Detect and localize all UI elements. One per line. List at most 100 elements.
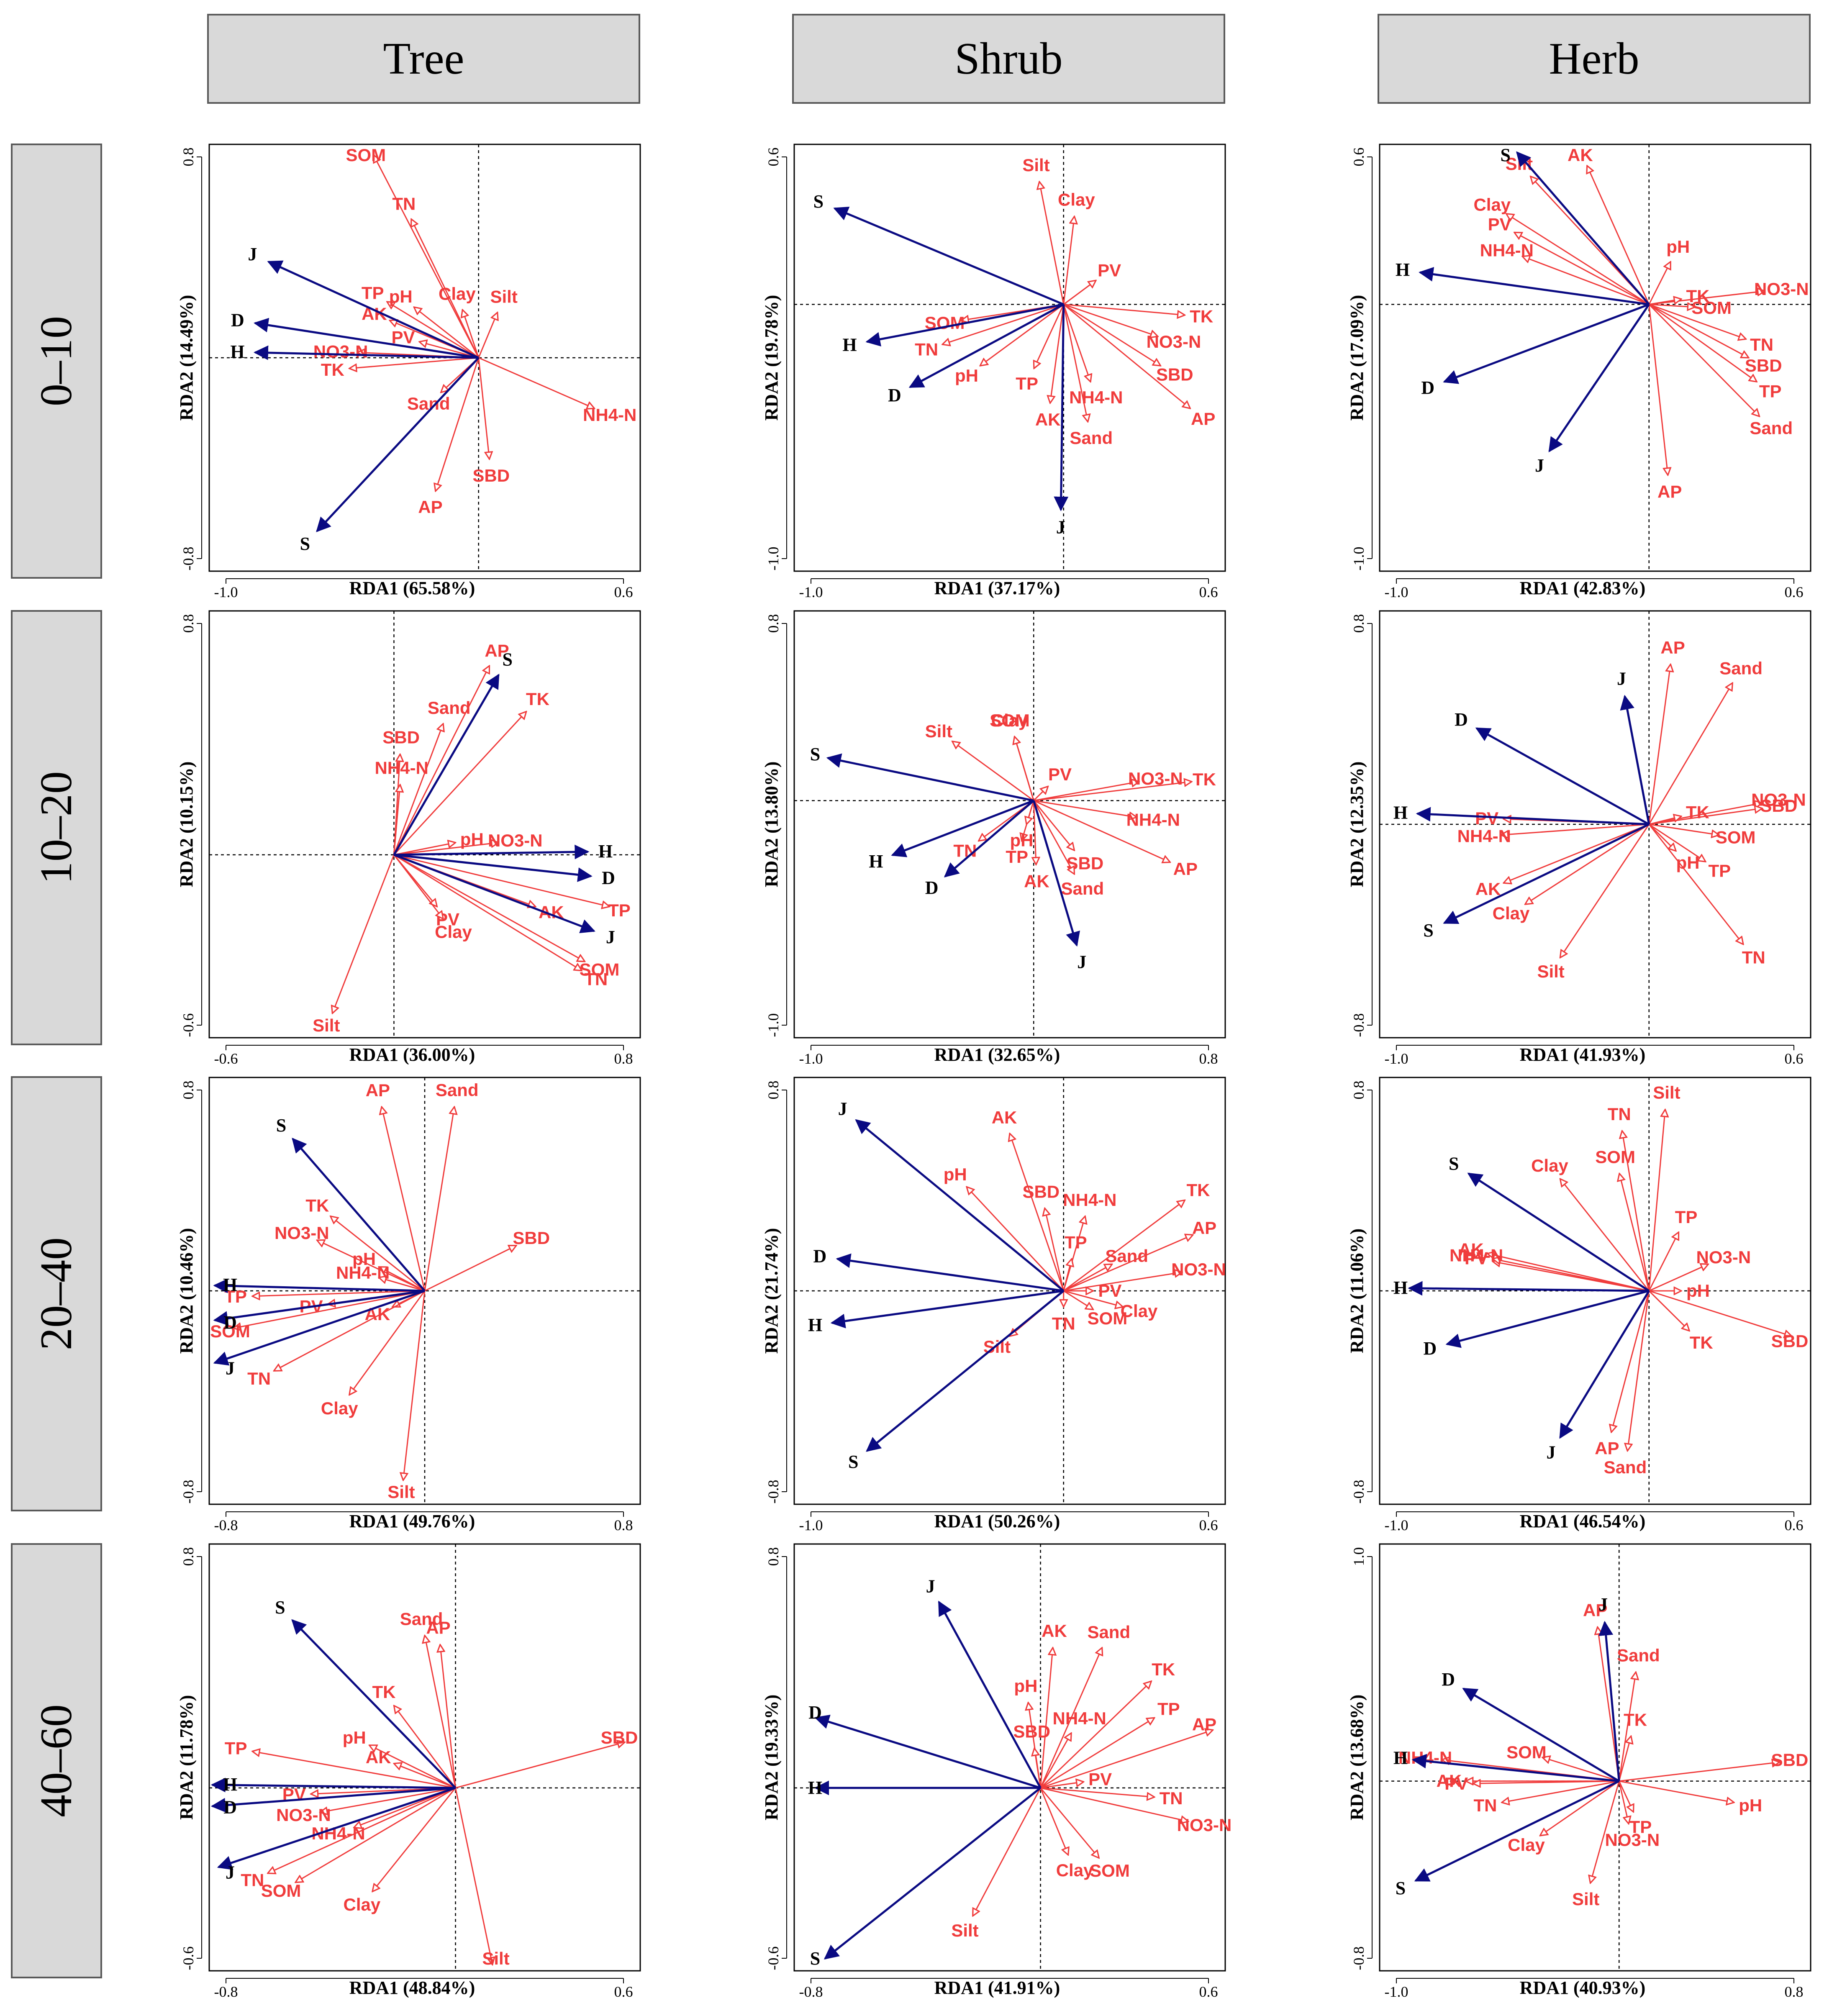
species-arrow-j <box>1032 800 1080 947</box>
env-label-sbd: SBD <box>1156 365 1193 385</box>
species-label-j: J <box>838 1098 847 1119</box>
x-tick-label-max: 0.6 <box>1199 584 1218 600</box>
env-label-ph: pH <box>1666 237 1690 256</box>
plot-frame <box>208 610 641 1039</box>
env-label-ak: AK <box>1568 145 1593 165</box>
env-arrow-clay <box>1063 216 1075 305</box>
env-label-pv: PV <box>1465 1248 1488 1268</box>
env-arrow-no3-n <box>1618 1781 1629 1824</box>
env-arrow-silt <box>332 854 395 1013</box>
env-label-ap: AP <box>485 641 509 660</box>
species-label-j: J <box>226 1862 235 1883</box>
env-arrow-tk <box>1618 1736 1631 1782</box>
env-label-sand: Sand <box>436 1080 479 1100</box>
species-arrow-d <box>944 800 1034 877</box>
env-arrow-sand <box>1033 800 1074 874</box>
y-tick-label-min: -0.8 <box>1350 1480 1367 1504</box>
species-arrow-h <box>213 1278 425 1293</box>
env-label-sbd: SBD <box>601 1728 638 1747</box>
env-label-clay: Clay <box>1056 1860 1093 1880</box>
species-label-j: J <box>1077 952 1086 972</box>
species-arrow-h <box>1411 1754 1619 1783</box>
env-label-silt: Silt <box>482 1949 509 1968</box>
env-arrow-ph <box>414 307 479 359</box>
species-label-h: H <box>1393 1277 1408 1298</box>
env-arrow-sand <box>1648 304 1760 417</box>
x-tick-label-min: -1.0 <box>799 1517 823 1534</box>
species-arrow-s <box>1467 1172 1650 1292</box>
env-label-silt: Silt <box>1572 1889 1599 1909</box>
env-arrow-ap <box>393 666 489 855</box>
env-label-ap: AP <box>1595 1439 1619 1458</box>
species-label-d: D <box>231 310 244 331</box>
x-tick-label-min: -1.0 <box>1385 1050 1409 1067</box>
env-label-nh4-n: NH4-N <box>1063 1190 1116 1210</box>
env-arrow-pv <box>1473 1781 1619 1784</box>
env-arrow-silt <box>1560 824 1650 958</box>
y-axis-title: RDA2 (11.06%) <box>1347 1229 1367 1353</box>
env-label-ap: AP <box>1191 409 1215 429</box>
env-label-tk: TK <box>372 1682 395 1702</box>
species-arrow-s <box>291 1619 457 1789</box>
env-label-tp: TP <box>1157 1699 1180 1718</box>
env-label-ph: pH <box>955 366 978 385</box>
env-arrow-sand <box>1648 683 1733 825</box>
species-arrow-j <box>1054 304 1069 511</box>
y-axis-title: RDA2 (13.68%) <box>1347 1695 1367 1821</box>
env-arrow-tk <box>1649 299 1681 305</box>
x-tick-label-min: -1.0 <box>1385 584 1409 600</box>
y-tick-label-max: 0.8 <box>765 1081 782 1100</box>
env-label-silt: Silt <box>490 287 517 307</box>
env-label-som: SOM <box>1506 1742 1547 1762</box>
env-label-sand: Sand <box>1719 659 1763 678</box>
env-label-nh4-n: NH4-N <box>375 758 428 777</box>
y-tick-label-max: 1.0 <box>1350 1547 1367 1566</box>
env-label-ph: pH <box>1010 830 1033 850</box>
env-arrow-silt <box>1039 182 1065 305</box>
plot-frame <box>793 1543 1226 1972</box>
env-arrow-tk <box>1063 304 1185 315</box>
env-arrow-silt <box>478 313 498 358</box>
env-label-tp: TP <box>1065 1233 1087 1252</box>
env-label-som: SOM <box>580 959 620 979</box>
y-axis-title: RDA2 (17.09%) <box>1347 295 1367 421</box>
env-label-tk: TK <box>1190 307 1213 326</box>
env-label-sbd: SBD <box>382 728 420 747</box>
env-arrow-ph <box>1648 823 1676 851</box>
y-axis-title: RDA2 (12.35%) <box>1347 762 1367 887</box>
env-arrow-tn <box>942 304 1064 345</box>
env-label-sbd: SBD <box>472 466 510 485</box>
species-arrow-h <box>830 1290 1064 1329</box>
env-arrow-nh4-n <box>1493 1259 1650 1292</box>
env-label-tk: TK <box>1690 1333 1713 1352</box>
env-arrow-ap <box>440 1644 457 1788</box>
env-arrow-ak <box>1587 166 1650 305</box>
species-arrow-d <box>1462 1688 1620 1782</box>
x-tick-label-max: 0.8 <box>1199 1050 1218 1067</box>
species-arrow-j <box>1559 1290 1650 1439</box>
x-tick-label-max: 0.8 <box>614 1050 633 1067</box>
env-arrow-tk <box>1040 1681 1152 1788</box>
env-arrow-tn <box>411 219 480 358</box>
env-arrow-silt <box>973 1788 1041 1916</box>
env-arrow-som <box>295 1787 456 1883</box>
species-arrow-d <box>814 1714 1041 1789</box>
x-tick-label-min: -0.8 <box>214 1983 238 2000</box>
x-axis-title: RDA1 (48.84%) <box>349 1978 475 1998</box>
x-tick-label-min: -0.8 <box>214 1517 238 1534</box>
env-arrow-sand <box>1063 304 1088 422</box>
env-arrow-ak <box>1010 1134 1065 1291</box>
env-label-no3-n: NO3-N <box>1171 1259 1226 1279</box>
env-arrow-clay <box>1063 1290 1123 1307</box>
env-arrow-tk <box>1649 816 1681 825</box>
species-label-j: J <box>926 1576 935 1597</box>
env-label-ak: AK <box>366 1747 391 1767</box>
env-label-clay: Clay <box>1493 903 1530 923</box>
rda-biplot-tree-40-60: -0.8 0.6 RDA1 (48.84%) 0.8 -0.6 RDA2 (11.78%)… <box>176 1543 641 2000</box>
env-arrow-som <box>233 1290 425 1328</box>
env-arrow-nh4-n <box>393 785 400 855</box>
env-label-pv: PV <box>1488 215 1511 234</box>
y-tick-label-min: -0.6 <box>180 1013 197 1037</box>
species-label-j: J <box>226 1358 235 1379</box>
